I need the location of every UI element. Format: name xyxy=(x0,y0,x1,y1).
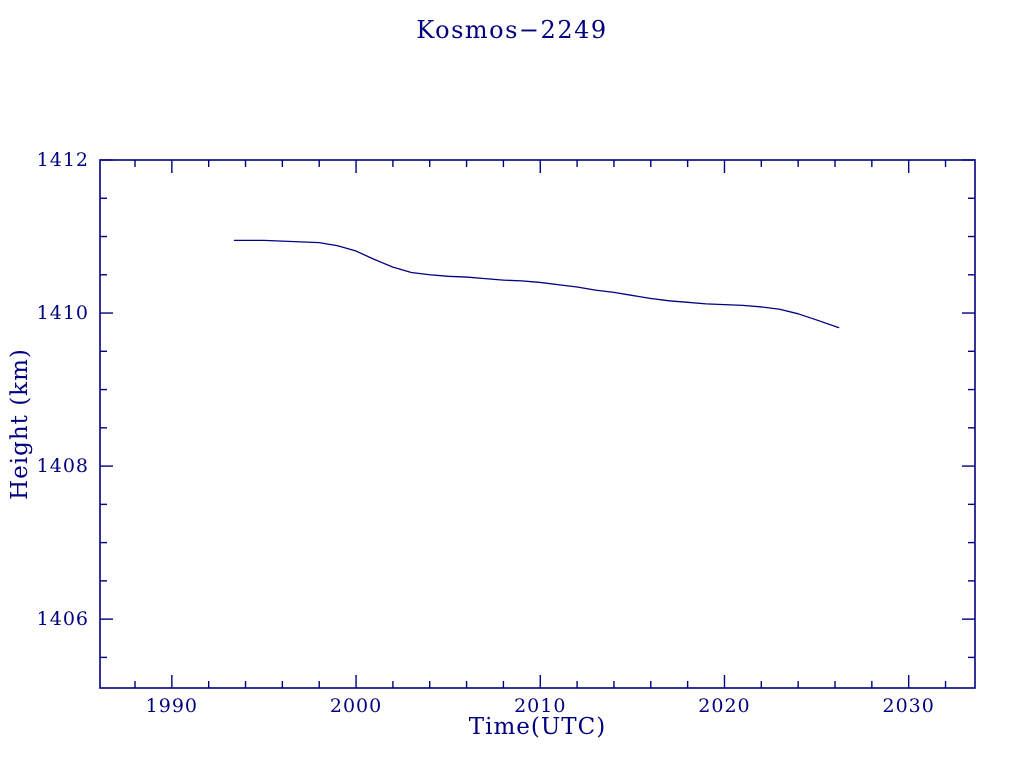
chart-title: Kosmos−2249 xyxy=(416,16,608,44)
axis-ticks xyxy=(100,159,975,688)
x-tick-label: 2030 xyxy=(883,695,935,717)
height-series-line xyxy=(233,239,840,329)
y-tick-label: 1410 xyxy=(37,302,89,324)
x-tick-label: 2000 xyxy=(330,695,382,717)
x-tick-label: 2020 xyxy=(698,695,750,717)
x-axis-label: Time(UTC) xyxy=(468,714,607,740)
plot-box xyxy=(99,159,976,689)
y-tick-label: 1408 xyxy=(37,455,89,477)
tick-labels: 1990 2000 2010 2020 2030 1406 1408 1410 1412 xyxy=(37,149,935,717)
y-tick-label: 1406 xyxy=(37,608,89,630)
y-tick-label: 1412 xyxy=(37,149,89,171)
x-tick-label: 2010 xyxy=(514,695,566,717)
x-tick-label: 1990 xyxy=(146,695,198,717)
